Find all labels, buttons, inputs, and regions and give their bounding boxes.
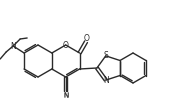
Text: N: N — [10, 41, 16, 51]
Text: S: S — [103, 51, 108, 60]
Text: O: O — [63, 40, 69, 49]
Text: N: N — [63, 93, 68, 99]
Text: N: N — [103, 76, 109, 85]
Text: N: N — [63, 92, 68, 98]
Text: O: O — [83, 34, 89, 43]
